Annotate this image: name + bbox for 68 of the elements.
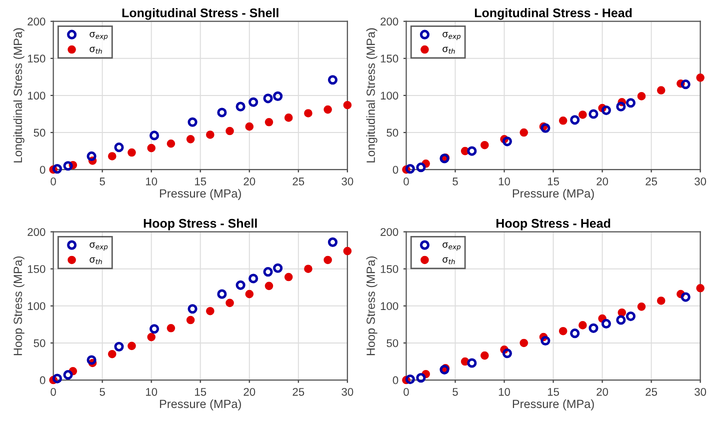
chart-title: Longitudinal Stress - Shell <box>122 8 278 20</box>
x-tick-label: 25 <box>292 388 304 396</box>
x-axis-title: Pressure (MPa) <box>512 188 594 200</box>
y-tick-label: 50 <box>386 128 398 137</box>
x-tick-label: 30 <box>342 388 354 396</box>
legend-label: σ$_{th}$ <box>90 46 102 54</box>
y-axis-title: Hoop Stress (MPa) <box>13 256 24 356</box>
x-tick-label: 10 <box>146 388 158 396</box>
x-tick-label: 25 <box>646 388 658 396</box>
y-tick-label: 200 <box>380 18 398 26</box>
x-tick-label: 15 <box>548 178 559 186</box>
x-tick-label: 5 <box>452 178 458 186</box>
y-tick-label: 100 <box>380 92 398 100</box>
x-tick-label: 10 <box>498 177 510 186</box>
y-tick-label: 150 <box>380 265 398 274</box>
x-tick-label: 30 <box>694 177 706 186</box>
y-tick-label: 50 <box>386 339 398 348</box>
legend-label: σ$_{exp}$ <box>442 32 461 40</box>
y-axis-title: Hoop Stress (MPa) <box>366 256 378 356</box>
chart-title: Hoop Stress - Head <box>496 218 610 230</box>
x-tick-label: 0 <box>50 177 56 186</box>
y-tick-label: 100 <box>380 302 398 310</box>
y-tick-label: 0 <box>40 166 46 174</box>
x-tick-label: 5 <box>100 388 105 396</box>
x-tick-label: 25 <box>646 177 658 186</box>
y-tick-label: 150 <box>380 54 398 63</box>
y-tick-label: 0 <box>392 166 398 174</box>
y-axis-title: Longitudinal Stress (MPa) <box>13 28 24 162</box>
x-tick-label: 0 <box>50 388 56 396</box>
x-tick-label: 20 <box>244 177 256 186</box>
y-tick-label: 150 <box>28 265 46 274</box>
y-tick-label: 100 <box>28 92 46 100</box>
legend-label: σ$_{exp}$ <box>90 32 108 40</box>
x-tick-label: 10 <box>146 177 158 186</box>
x-axis-title: Pressure (MPa) <box>160 399 241 410</box>
x-tick-label: 20 <box>596 177 608 186</box>
y-tick-label: 0 <box>392 376 398 384</box>
legend-label: σ$_{exp}$ <box>442 242 461 251</box>
y-tick-label: 200 <box>28 228 46 236</box>
legend-label: σ$_{th}$ <box>90 257 102 264</box>
legend-label: σ$_{th}$ <box>442 46 455 54</box>
x-tick-label: 5 <box>452 388 458 396</box>
x-tick-label: 0 <box>404 177 409 186</box>
y-axis-title: Longitudinal Stress (MPa) <box>366 28 378 162</box>
y-tick-label: 200 <box>28 18 46 26</box>
y-tick-label: 50 <box>34 339 46 348</box>
x-tick-label: 15 <box>548 388 559 396</box>
chart-title: Longitudinal Stress - Head <box>474 8 632 20</box>
x-axis-title: Pressure (MPa) <box>160 188 241 200</box>
legend-label: σ$_{th}$ <box>442 257 455 264</box>
legend-label: σ$_{exp}$ <box>90 242 108 251</box>
x-tick-label: 30 <box>342 177 354 186</box>
x-tick-label: 25 <box>292 177 304 186</box>
x-tick-label: 30 <box>694 388 706 396</box>
x-tick-label: 20 <box>596 388 608 396</box>
y-tick-label: 150 <box>28 54 46 63</box>
y-tick-label: 200 <box>380 228 398 236</box>
chart-title: Hoop Stress - Shell <box>144 218 257 230</box>
x-tick-label: 15 <box>195 388 206 396</box>
x-tick-label: 20 <box>244 388 256 396</box>
x-tick-label: 10 <box>498 388 510 396</box>
y-tick-label: 0 <box>40 376 46 384</box>
x-tick-label: 15 <box>195 178 206 186</box>
y-tick-label: 100 <box>28 302 46 310</box>
x-axis-title: Pressure (MPa) <box>512 399 594 410</box>
x-tick-label: 0 <box>404 388 409 396</box>
x-tick-label: 5 <box>100 178 105 186</box>
y-tick-label: 50 <box>34 128 46 137</box>
